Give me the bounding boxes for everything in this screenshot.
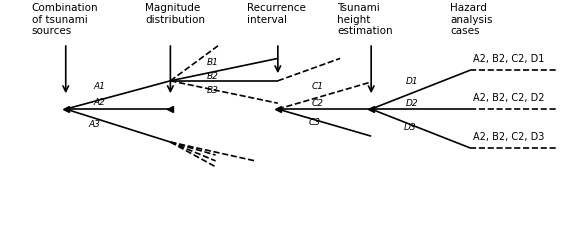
Text: C2: C2 (311, 99, 323, 108)
Text: D2: D2 (406, 99, 419, 108)
Text: Tsunami
height
estimation: Tsunami height estimation (337, 3, 393, 36)
Text: A3: A3 (88, 120, 100, 129)
Text: Hazard
analysis
cases: Hazard analysis cases (450, 3, 493, 36)
Text: B1: B1 (207, 58, 219, 67)
Text: D1: D1 (406, 77, 419, 87)
Text: Magnitude
distribution: Magnitude distribution (145, 3, 205, 25)
Text: D3: D3 (404, 123, 417, 132)
Text: A2, B2, C2, D3: A2, B2, C2, D3 (473, 132, 544, 142)
Text: C3: C3 (308, 118, 320, 127)
Text: B2: B2 (207, 72, 219, 81)
Text: A2, B2, C2, D1: A2, B2, C2, D1 (473, 54, 544, 64)
Text: A1: A1 (94, 82, 105, 91)
Text: C1: C1 (311, 82, 323, 91)
Text: Combination
of tsunami
sources: Combination of tsunami sources (32, 3, 99, 36)
Text: Recurrence
interval: Recurrence interval (247, 3, 306, 25)
Text: A2, B2, C2, D2: A2, B2, C2, D2 (473, 93, 544, 103)
Text: B3: B3 (207, 87, 219, 96)
Text: A2: A2 (94, 98, 105, 107)
